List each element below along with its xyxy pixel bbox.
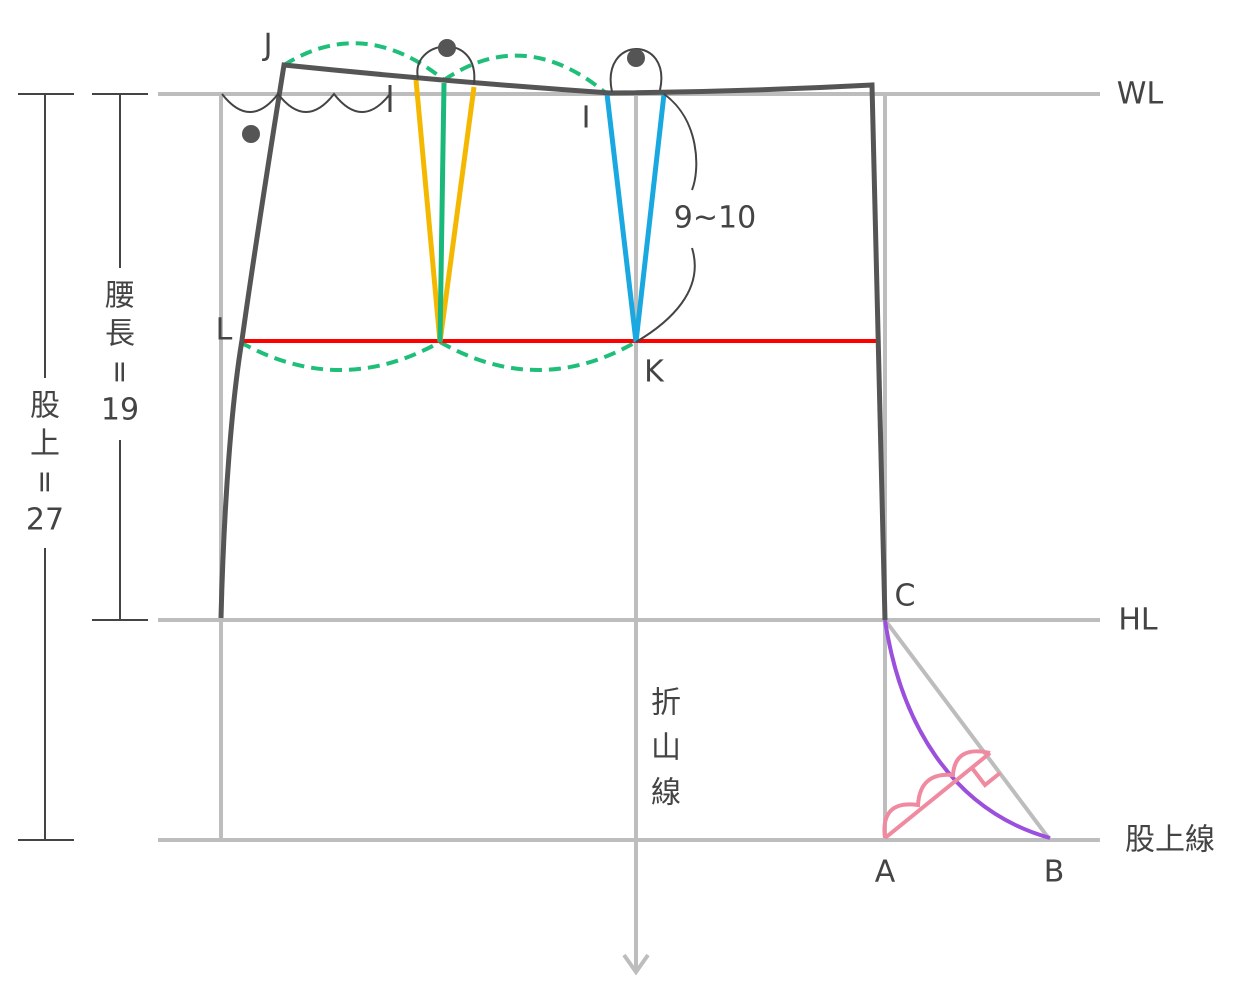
dots	[242, 39, 645, 143]
darts	[413, 79, 667, 343]
point-label: B	[1044, 855, 1065, 890]
crotch-depth-label: 27	[26, 503, 64, 538]
point-label: I	[582, 101, 591, 136]
point-label: K	[644, 355, 665, 390]
equal-arcs	[239, 41, 637, 372]
crotch-depth-label: =	[28, 469, 63, 494]
point-label: J	[262, 28, 273, 63]
crotch-marks	[882, 619, 1051, 840]
fold-label: 山	[651, 731, 681, 766]
marks	[221, 45, 698, 343]
crotch-depth-label: 股	[30, 389, 60, 424]
measure-label: 9~10	[674, 201, 756, 236]
fold-label: 折	[651, 686, 681, 721]
point-label: L	[216, 313, 233, 348]
hip-length-label: =	[103, 359, 138, 384]
hip-length-label: 19	[101, 393, 139, 428]
line-label: 股上線	[1125, 823, 1215, 858]
labels: J I L K C A B WL HL 股上線 9~10 折 山 線 腰 長 =…	[26, 28, 1215, 890]
line-label: HL	[1118, 603, 1158, 638]
crotch-depth-label: 上	[30, 427, 60, 462]
guide-lines	[158, 92, 1100, 976]
pattern-outline	[218, 62, 888, 621]
hip-length-label: 長	[105, 317, 135, 352]
point-label: C	[895, 579, 916, 614]
line-label: WL	[1117, 77, 1164, 112]
dimension-lines	[18, 93, 148, 841]
point-label: A	[875, 855, 896, 890]
hip-length-label: 腰	[105, 279, 135, 314]
fold-label: 線	[651, 776, 681, 811]
